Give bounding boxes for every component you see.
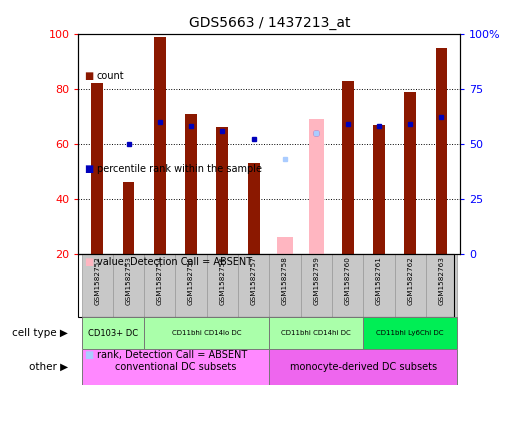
Text: ■: ■ bbox=[84, 71, 93, 81]
Text: CD11bhi CD14hi DC: CD11bhi CD14hi DC bbox=[281, 330, 351, 336]
Text: conventional DC subsets: conventional DC subsets bbox=[115, 362, 236, 372]
Text: GSM1582756: GSM1582756 bbox=[220, 255, 225, 305]
Bar bbox=[113, 254, 144, 317]
Bar bbox=[309, 119, 324, 254]
Text: GSM1582753: GSM1582753 bbox=[126, 255, 131, 305]
Bar bbox=[373, 124, 385, 254]
Bar bbox=[144, 317, 269, 349]
Bar bbox=[92, 83, 103, 254]
Text: count: count bbox=[97, 71, 124, 81]
Text: GSM1582755: GSM1582755 bbox=[188, 255, 194, 305]
Text: ■: ■ bbox=[84, 164, 93, 174]
Bar bbox=[82, 349, 269, 385]
Text: GSM1582762: GSM1582762 bbox=[407, 255, 413, 305]
Text: GSM1582757: GSM1582757 bbox=[251, 255, 257, 305]
Text: GSM1582759: GSM1582759 bbox=[313, 255, 319, 305]
Text: rank, Detection Call = ABSENT: rank, Detection Call = ABSENT bbox=[97, 350, 247, 360]
Text: ■: ■ bbox=[84, 350, 93, 360]
Bar bbox=[269, 254, 301, 317]
Text: CD103+ DC: CD103+ DC bbox=[88, 329, 138, 338]
Bar bbox=[394, 254, 426, 317]
Bar bbox=[277, 237, 293, 254]
Text: value, Detection Call = ABSENT: value, Detection Call = ABSENT bbox=[97, 257, 252, 267]
Text: GSM1582758: GSM1582758 bbox=[282, 255, 288, 305]
Bar bbox=[332, 254, 363, 317]
Text: ■: ■ bbox=[84, 257, 93, 267]
Text: cell type ▶: cell type ▶ bbox=[12, 328, 68, 338]
Text: GSM1582752: GSM1582752 bbox=[94, 255, 100, 305]
Bar bbox=[363, 317, 457, 349]
Bar bbox=[436, 47, 447, 254]
Bar bbox=[82, 254, 113, 317]
Bar bbox=[301, 254, 332, 317]
Bar bbox=[426, 254, 457, 317]
Bar bbox=[269, 349, 457, 385]
Text: other ▶: other ▶ bbox=[29, 362, 68, 372]
Text: GSM1582754: GSM1582754 bbox=[157, 255, 163, 305]
Bar bbox=[363, 254, 394, 317]
Bar bbox=[122, 182, 134, 254]
Bar bbox=[342, 80, 354, 254]
Bar bbox=[175, 254, 207, 317]
Text: GSM1582760: GSM1582760 bbox=[345, 255, 350, 305]
Bar bbox=[82, 317, 144, 349]
Text: percentile rank within the sample: percentile rank within the sample bbox=[97, 164, 262, 174]
Bar bbox=[154, 37, 166, 254]
Bar bbox=[144, 254, 175, 317]
Bar bbox=[217, 127, 229, 254]
Text: GSM1582763: GSM1582763 bbox=[438, 255, 445, 305]
Text: GSM1582761: GSM1582761 bbox=[376, 255, 382, 305]
Bar bbox=[404, 92, 416, 254]
Title: GDS5663 / 1437213_at: GDS5663 / 1437213_at bbox=[189, 16, 350, 30]
Bar bbox=[238, 254, 269, 317]
Bar bbox=[269, 317, 363, 349]
Text: CD11bhi CD14lo DC: CD11bhi CD14lo DC bbox=[172, 330, 242, 336]
Text: monocyte-derived DC subsets: monocyte-derived DC subsets bbox=[290, 362, 437, 372]
Text: CD11bhi Ly6Chi DC: CD11bhi Ly6Chi DC bbox=[377, 330, 444, 336]
Bar bbox=[185, 113, 197, 254]
Bar bbox=[248, 163, 259, 254]
Bar bbox=[207, 254, 238, 317]
